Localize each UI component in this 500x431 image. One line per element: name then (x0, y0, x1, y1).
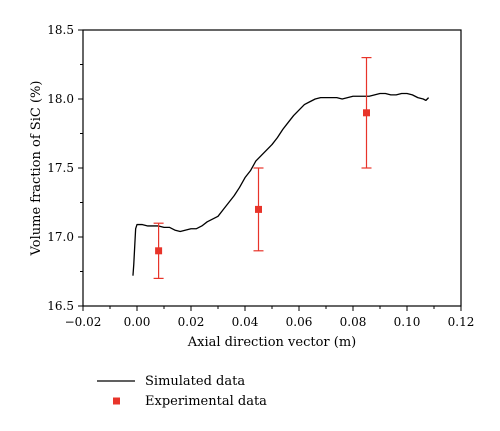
legend-label-simulated: Simulated data (145, 374, 245, 389)
x-tick-label: 0.06 (286, 315, 313, 329)
legend-swatch-experimental (113, 397, 120, 405)
y-tick-label: 17.0 (47, 230, 74, 244)
y-axis-title: Volume fraction of SiC (%) (29, 81, 44, 257)
x-tick-label: 0.00 (124, 315, 151, 329)
legend: Simulated data Experimental data (97, 374, 267, 409)
data-point-experimental (155, 247, 163, 255)
y-tick-label: 16.5 (47, 299, 74, 313)
x-tick-label: 0.12 (448, 315, 475, 329)
x-tick-label: −0.02 (65, 315, 102, 329)
x-tick-label: 0.04 (232, 315, 259, 329)
x-axis-title: Axial direction vector (m) (187, 335, 357, 350)
x-tick-label: 0.08 (340, 315, 367, 329)
y-tick-label: 18.0 (47, 92, 74, 106)
data-point-experimental (255, 205, 262, 213)
data-point-experimental (363, 109, 370, 117)
series-line-simulated (132, 92, 430, 276)
plot-area-frame (82, 29, 462, 307)
y-tick-label: 18.5 (47, 23, 74, 37)
legend-label-experimental: Experimental data (145, 394, 267, 409)
y-tick-label: 17.5 (47, 161, 74, 175)
x-tick-label: 0.10 (394, 315, 421, 329)
x-tick-label: 0.02 (178, 315, 205, 329)
